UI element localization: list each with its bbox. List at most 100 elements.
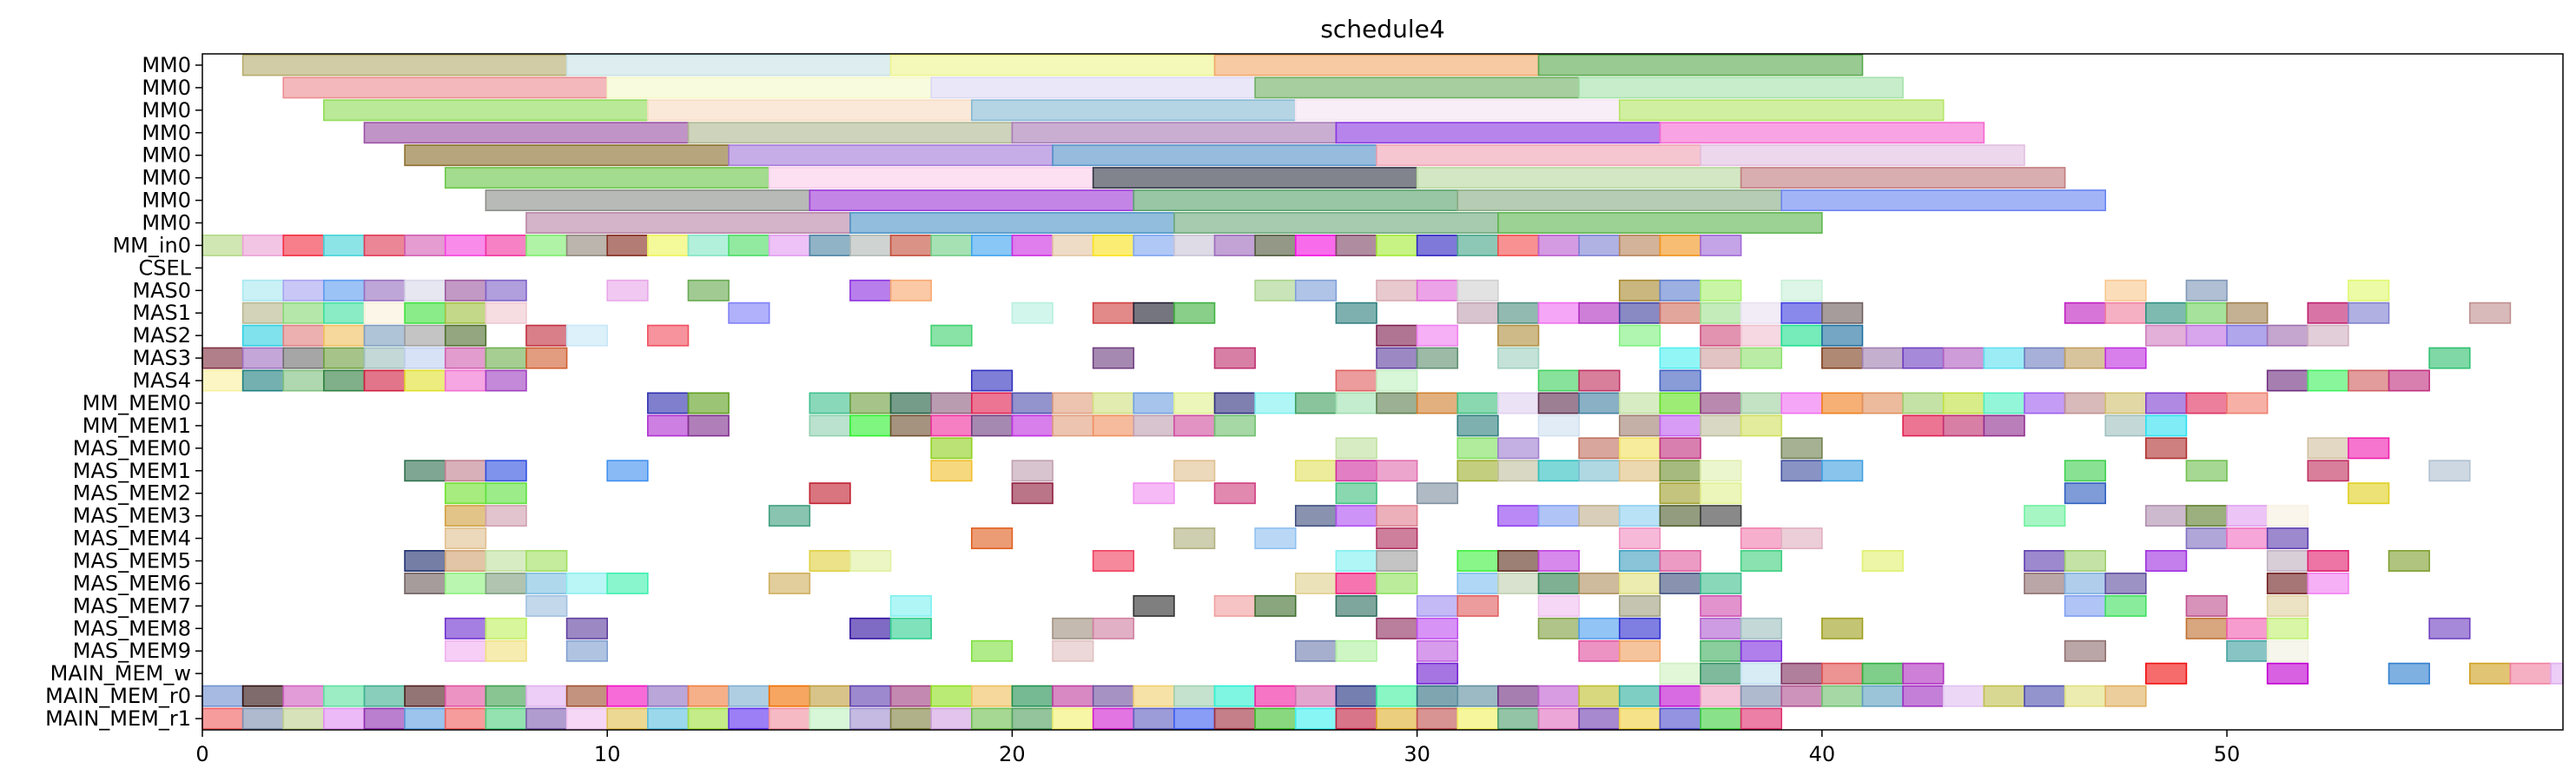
task-bar	[1618, 302, 1661, 324]
task-bar	[1497, 212, 1823, 234]
task-bar	[1335, 550, 1377, 572]
task-bar	[1173, 527, 1216, 550]
y-tick-label: MAS2	[132, 323, 191, 348]
task-bar	[606, 707, 649, 730]
task-bar	[1740, 167, 2066, 189]
task-bar	[930, 437, 973, 460]
task-bar	[323, 99, 649, 122]
task-bar	[1780, 685, 1823, 707]
task-bar	[2185, 460, 2228, 482]
task-bar	[1578, 617, 1621, 640]
task-bar	[201, 685, 244, 707]
task-bar	[2266, 505, 2309, 527]
task-bar	[2226, 302, 2269, 324]
task-bar	[2550, 662, 2564, 685]
task-bar	[485, 189, 811, 212]
task-bar	[1011, 707, 1054, 730]
task-bar	[2104, 392, 2147, 414]
task-bar	[1052, 617, 1094, 640]
task-bar	[2226, 640, 2269, 662]
task-bar	[889, 617, 932, 640]
task-bar	[1133, 707, 1175, 730]
task-bar	[1456, 685, 1499, 707]
task-bar	[1780, 392, 1823, 414]
task-bar	[1700, 234, 1742, 256]
task-bar	[2185, 392, 2228, 414]
task-bar	[1578, 572, 1621, 594]
task-bar	[687, 279, 730, 302]
task-bar	[1456, 392, 1499, 414]
task-bar	[971, 414, 1014, 437]
task-bar	[930, 414, 973, 437]
task-bar	[1700, 302, 1742, 324]
task-bar	[1618, 707, 1661, 730]
task-bar	[241, 685, 285, 707]
task-bar	[485, 550, 527, 572]
task-bar	[889, 392, 932, 414]
task-bar	[1335, 505, 1377, 527]
task-bar	[1133, 392, 1175, 414]
task-bar	[485, 302, 527, 324]
task-bar	[444, 279, 487, 302]
task-bar	[1618, 460, 1661, 482]
task-bar	[1092, 617, 1135, 640]
task-bar	[1578, 460, 1621, 482]
task-bar	[930, 460, 973, 482]
task-bar	[2348, 482, 2390, 505]
task-bar	[1497, 437, 1540, 460]
task-bar	[404, 279, 446, 302]
y-tick-label: MAS_MEM3	[73, 504, 191, 528]
task-bar	[930, 76, 1256, 99]
y-tick-label: MAIN_MEM_w	[50, 661, 191, 686]
task-bar	[1861, 685, 1904, 707]
task-bar	[1821, 460, 1864, 482]
task-bar	[971, 707, 1014, 730]
task-bar	[1254, 707, 1297, 730]
task-bar	[1618, 594, 1661, 617]
task-bar	[565, 54, 892, 76]
task-bar	[1902, 347, 1945, 369]
task-bar	[849, 550, 892, 572]
task-bar	[1700, 707, 1742, 730]
task-bar	[728, 144, 1054, 167]
y-tick-label: MM0	[142, 211, 191, 235]
task-bar	[1618, 392, 1661, 414]
task-bar	[404, 550, 446, 572]
task-bar	[1456, 437, 1499, 460]
task-bar	[2185, 527, 2228, 550]
task-bar	[282, 76, 609, 99]
task-bar	[1578, 640, 1621, 662]
task-bar	[687, 414, 730, 437]
task-bar	[323, 369, 366, 392]
task-bar	[2307, 324, 2349, 347]
task-bar	[1780, 662, 1823, 685]
task-bar	[930, 324, 973, 347]
task-bar	[930, 234, 973, 256]
task-bar	[1700, 482, 1742, 505]
x-tick-label: 30	[1404, 742, 1430, 766]
y-tick-label: MAS_MEM5	[73, 549, 191, 573]
task-bar	[1659, 122, 1985, 144]
task-bar	[1700, 594, 1742, 617]
task-bar	[1700, 460, 1742, 482]
task-bar	[1416, 662, 1459, 685]
task-bar	[1537, 414, 1580, 437]
task-bar	[2145, 662, 2188, 685]
task-bar	[201, 234, 244, 256]
task-bar	[1133, 414, 1175, 437]
task-bar	[2104, 279, 2147, 302]
task-bar	[525, 685, 568, 707]
task-bar	[1537, 550, 1580, 572]
task-bar	[889, 685, 932, 707]
task-bar	[1902, 662, 1945, 685]
task-bar	[323, 234, 366, 256]
task-bar	[1700, 324, 1742, 347]
y-tick-label: MM0	[142, 76, 191, 100]
task-bar	[323, 347, 366, 369]
task-bar	[1497, 347, 1540, 369]
task-bar	[1902, 685, 1945, 707]
task-bar	[1497, 505, 1540, 527]
task-bar	[1335, 594, 1377, 617]
task-bar	[2064, 572, 2106, 594]
task-bar	[2064, 640, 2106, 662]
